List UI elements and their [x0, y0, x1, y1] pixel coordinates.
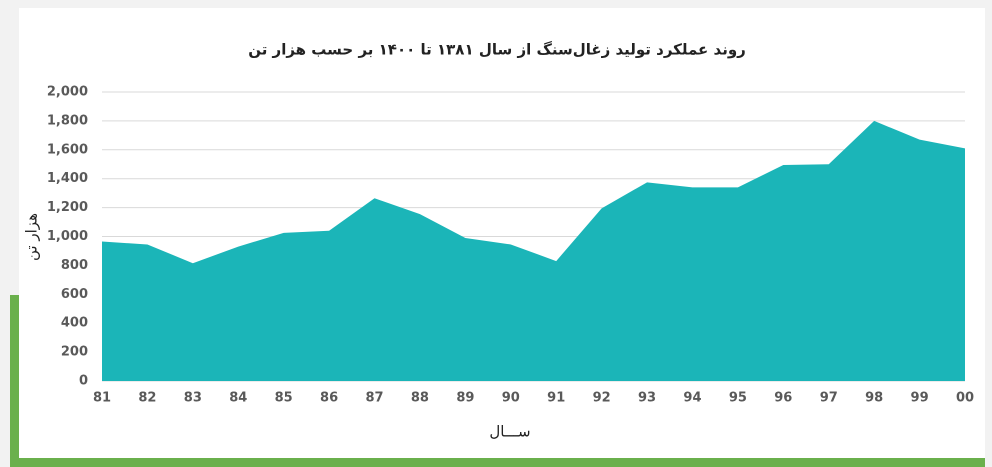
- x-tick-label: 86: [320, 391, 338, 406]
- y-tick-label: 1,000: [47, 229, 88, 244]
- x-tick-label: 97: [820, 391, 838, 406]
- x-tick-label: 89: [456, 391, 474, 406]
- accent-left: [10, 295, 19, 467]
- y-tick-label: 1,400: [47, 171, 88, 186]
- y-axis-label: هزار تن: [23, 213, 41, 261]
- x-tick-label: 83: [184, 391, 202, 406]
- y-tick-label: 600: [61, 287, 88, 302]
- x-tick-label: 93: [638, 391, 656, 406]
- x-tick-label: 81: [93, 391, 111, 406]
- chart-title: روند عملکرد تولید زغال‌سنگ از سال ۱۳۸۱ ت…: [248, 41, 746, 59]
- x-tick-label: 90: [502, 391, 520, 406]
- accent-bottom: [10, 458, 985, 467]
- x-tick-label: 94: [683, 391, 701, 406]
- y-tick-label: 1,800: [47, 113, 88, 128]
- y-tick-label: 2,000: [47, 85, 88, 100]
- x-tick-label: 92: [593, 391, 611, 406]
- y-tick-label: 400: [61, 316, 88, 331]
- y-tick-label: 1,200: [47, 200, 88, 215]
- x-tick-label: 82: [138, 391, 156, 406]
- x-axis-label: ســـال: [489, 423, 530, 441]
- x-tick-label: 91: [547, 391, 565, 406]
- x-tick-label: 84: [229, 391, 247, 406]
- y-tick-label: 0: [79, 374, 88, 389]
- x-tick-label: 87: [365, 391, 383, 406]
- x-tick-label: 99: [911, 391, 929, 406]
- x-tick-label: 96: [774, 391, 792, 406]
- x-tick-label: 95: [729, 391, 747, 406]
- x-tick-label: 85: [275, 391, 293, 406]
- x-tick-label: 00: [956, 391, 974, 406]
- y-tick-label: 800: [61, 258, 88, 273]
- y-tick-label: 200: [61, 345, 88, 360]
- area: [102, 120, 965, 382]
- y-tick-label: 1,600: [47, 142, 88, 157]
- x-tick-label: 98: [865, 391, 883, 406]
- x-tick-label: 88: [411, 391, 429, 406]
